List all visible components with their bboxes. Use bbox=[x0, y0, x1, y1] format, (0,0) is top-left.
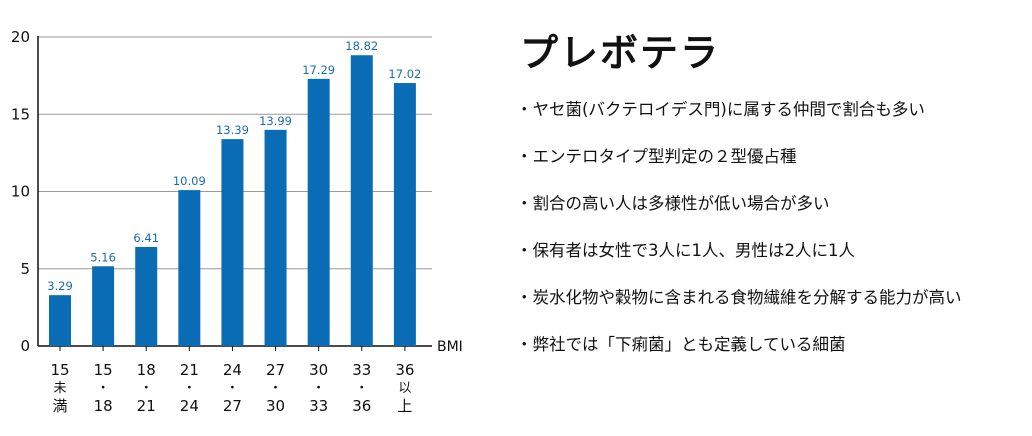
x-tick-label: ・ bbox=[183, 381, 196, 396]
x-tick-label: 18 bbox=[94, 397, 113, 415]
y-tick-label: 15 bbox=[11, 105, 30, 123]
x-tick-label: 上 bbox=[397, 397, 412, 415]
x-tick-label: 30 bbox=[309, 361, 328, 379]
x-tick-label: ・ bbox=[140, 381, 153, 396]
bar-value-label: 5.16 bbox=[90, 250, 116, 264]
bullet-item: ・炭水化物や穀物に含まれる食物繊維を分解する能力が高い bbox=[516, 288, 962, 307]
x-tick-label: 未 bbox=[53, 381, 66, 396]
bullet-item: ・保有者は女性で3人に1人、男性は2人に1人 bbox=[516, 241, 855, 260]
x-tick-label: 33 bbox=[352, 361, 371, 379]
bar-value-label: 17.29 bbox=[302, 63, 335, 77]
x-tick-label: ・ bbox=[355, 381, 368, 396]
bar bbox=[264, 129, 287, 346]
x-tick-label: 18 bbox=[137, 361, 156, 379]
info-panel: プレボテラ ・ヤセ菌(バクテロイデス門)に属する仲間で割合も多い ・エンテロタイ… bbox=[516, 28, 1028, 382]
bar-value-label: 3.29 bbox=[47, 279, 73, 293]
x-tick-label: 36 bbox=[352, 397, 371, 415]
x-tick-label: 21 bbox=[180, 361, 199, 379]
bar-value-label: 18.82 bbox=[345, 39, 378, 53]
y-tick-label: 20 bbox=[11, 28, 30, 46]
x-tick-label: ・ bbox=[312, 381, 325, 396]
x-tick-label: ・ bbox=[226, 381, 239, 396]
x-tick-label: 27 bbox=[223, 397, 242, 415]
y-tick-label: 0 bbox=[20, 337, 30, 355]
bar bbox=[350, 55, 373, 347]
x-tick-label: 21 bbox=[137, 397, 156, 415]
x-tick-label: ・ bbox=[97, 381, 110, 396]
bar bbox=[393, 83, 416, 346]
y-tick-label: 5 bbox=[20, 260, 30, 278]
bar bbox=[178, 190, 201, 346]
bar bbox=[221, 139, 244, 346]
bmi-bar-chart: 05101520BMI3.2915未満5.1615・186.4118・2110.… bbox=[11, 28, 463, 415]
x-tick-label: 満 bbox=[52, 397, 67, 415]
x-tick-label: 33 bbox=[309, 397, 328, 415]
bullet-item: ・弊社では「下痢菌」とも定義している細菌 bbox=[516, 335, 846, 354]
bullet-item: ・エンテロタイプ型判定の２型優占種 bbox=[516, 147, 797, 166]
bar-value-label: 6.41 bbox=[133, 231, 159, 245]
x-tick-label: 30 bbox=[266, 397, 285, 415]
x-tick-label: 24 bbox=[180, 397, 199, 415]
x-tick-label: 27 bbox=[266, 361, 285, 379]
x-tick-label: 15 bbox=[50, 361, 69, 379]
y-tick-label: 10 bbox=[11, 183, 30, 201]
bar-value-label: 17.02 bbox=[388, 67, 421, 81]
x-tick-label: 15 bbox=[94, 361, 113, 379]
x-tick-label: 24 bbox=[223, 361, 242, 379]
panel-title: プレボテラ bbox=[520, 31, 721, 75]
x-axis-label: BMI bbox=[437, 339, 463, 355]
bar bbox=[135, 246, 158, 346]
bar bbox=[49, 295, 71, 346]
bar-value-label: 13.99 bbox=[259, 114, 292, 128]
bar-value-label: 10.09 bbox=[173, 174, 206, 188]
x-tick-label: 36 bbox=[395, 361, 414, 379]
x-tick-label: ・ bbox=[269, 381, 282, 396]
bullet-list: ・ヤセ菌(バクテロイデス門)に属する仲間で割合も多い ・エンテロタイプ型判定の２… bbox=[516, 100, 1028, 355]
bar bbox=[92, 266, 115, 346]
bullet-item: ・割合の高い人は多様性が低い場合が多い bbox=[516, 194, 830, 213]
x-tick-label: 以 bbox=[398, 381, 411, 396]
bullet-item: ・ヤセ菌(バクテロイデス門)に属する仲間で割合も多い bbox=[516, 100, 925, 119]
bar bbox=[307, 78, 330, 346]
bar-value-label: 13.39 bbox=[216, 123, 249, 137]
